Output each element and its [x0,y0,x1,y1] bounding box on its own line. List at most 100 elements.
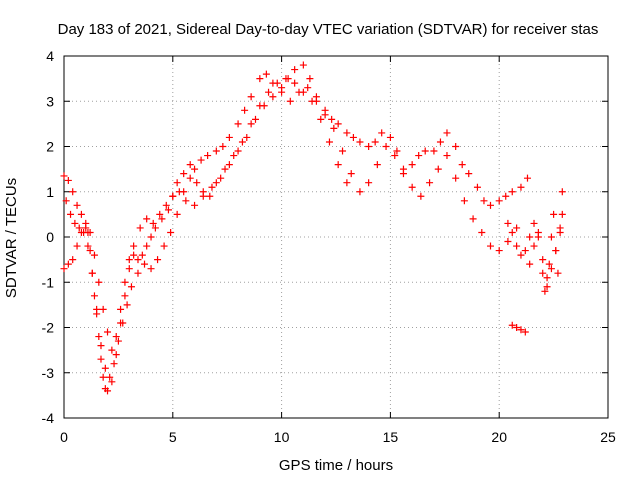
data-point [436,138,444,146]
data-point [97,342,105,350]
data-point [234,120,242,128]
y-tick-label: -4 [42,410,55,426]
data-point [88,269,96,277]
data-point [349,133,357,141]
x-tick-label: 20 [491,429,507,445]
data-point [523,174,531,182]
data-point [304,84,312,92]
data-point [426,179,434,187]
data-point [365,179,373,187]
data-point [225,133,233,141]
data-point [541,287,549,295]
data-point [119,319,127,327]
data-point [495,197,503,205]
data-point [180,188,188,196]
data-point [167,228,175,236]
data-point [197,156,205,164]
data-point [521,247,529,255]
data-point [191,165,199,173]
y-axis-title: SDTVAR / TECUs [3,178,20,298]
data-point [530,219,538,227]
data-point [530,242,538,250]
data-point [71,219,79,227]
data-point [373,161,381,169]
data-point [180,170,188,178]
data-point [465,170,473,178]
data-point [513,324,521,331]
data-point [504,219,512,227]
data-point [291,66,299,74]
data-point [186,174,194,182]
data-point [73,201,81,209]
data-point [480,197,488,205]
data-point [147,265,155,273]
series-track-5 [504,210,566,282]
data-point [67,210,75,218]
data-point [206,192,214,200]
data-point [123,301,131,309]
y-tick-label: -2 [42,320,55,336]
data-point [391,152,399,160]
data-point [164,206,172,214]
data-point [158,215,166,223]
x-tick-label: 10 [274,429,290,445]
data-point [273,79,281,87]
data-point [186,161,194,169]
x-tick-label: 0 [60,429,68,445]
data-point [143,215,151,223]
series-track-3 [62,75,351,381]
data-point [193,179,201,187]
data-point [382,143,390,150]
data-point [208,183,216,191]
data-point [434,165,442,173]
data-point [247,93,255,101]
data-point [430,147,438,155]
data-point [526,233,534,241]
data-point [265,88,273,96]
data-point [508,321,516,329]
y-tick-label: 2 [46,139,54,155]
data-point [513,224,521,232]
data-point [241,106,249,114]
data-point [130,242,138,250]
data-point [534,233,542,241]
y-tick-label: 3 [46,93,54,109]
data-point [125,256,133,264]
data-point [504,238,512,246]
series-track-2 [60,84,521,354]
data-point [73,242,81,250]
data-point [149,219,157,227]
data-point [217,174,225,182]
data-point [378,129,386,137]
data-point [556,228,564,236]
data-point [97,355,105,363]
data-point [325,138,333,146]
data-point [386,133,394,141]
data-point [473,183,481,191]
x-tick-label: 15 [383,429,399,445]
data-point [550,210,558,218]
data-point [143,242,151,250]
x-axis-title: GPS time / hours [279,457,393,474]
data-point [121,278,129,286]
data-point [291,79,299,87]
x-tick-label: 25 [600,429,616,445]
data-point [343,179,351,187]
data-point [69,188,77,196]
data-point [162,201,170,209]
data-point [443,129,451,137]
data-point [508,228,516,236]
data-point [199,188,207,196]
data-point [84,242,92,250]
data-point [486,242,494,250]
data-point [62,197,70,205]
data-point [469,215,477,223]
data-point [517,251,525,259]
data-point [299,88,307,96]
data-point [365,143,373,150]
data-points [60,61,566,395]
data-point [117,305,125,313]
data-point [147,233,155,241]
data-point [371,138,379,146]
data-point [160,242,168,250]
